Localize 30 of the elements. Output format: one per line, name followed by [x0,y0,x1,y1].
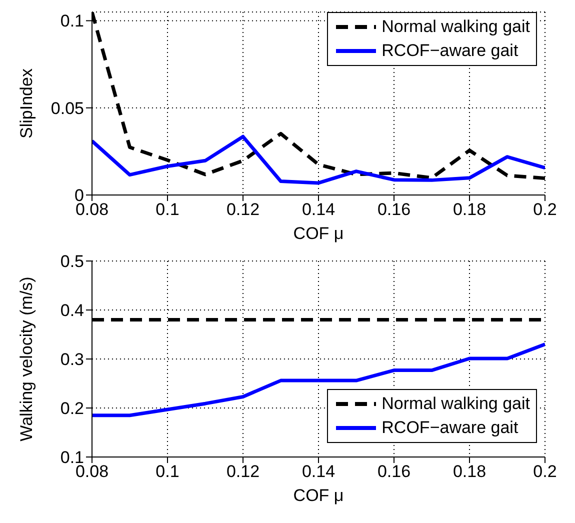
y-axis-title: Walking velocity (m/s) [17,276,36,442]
line-series [92,342,545,418]
x-tick-label: 0.14 [302,462,336,482]
legend-label: Normal walking gait [382,17,530,37]
x-tick-label: 0.14 [302,200,336,220]
x-tick-label: 0.18 [452,200,486,220]
x-tick-label: 0.2 [533,200,557,220]
y-tick-label: 0.1 [60,12,84,31]
legend-label: RCOF−aware gait [382,41,518,61]
x-tick-label: 0.18 [452,462,486,482]
x-axis-title: COF μ [293,486,344,505]
y-axis-title: SlipIndex [17,68,36,138]
y-tick-label: 0.05 [50,98,84,118]
x-tick-label: 0.16 [377,200,411,220]
y-tick-label: 0.5 [60,252,84,272]
legend-label: Normal walking gait [382,394,530,414]
x-tick-label: 0.12 [226,462,260,482]
x-tick-label: 0.2 [533,462,557,482]
line-series [92,134,545,185]
y-tick-label: 0.3 [60,350,84,370]
legend-label: RCOF−aware gait [382,418,518,438]
y-tick-label: 0.4 [60,301,84,320]
x-tick-label: 0.12 [226,200,260,220]
x-tick-label: 0.08 [75,462,109,482]
x-tick-label: 0.16 [377,462,411,482]
x-tick-label: 0.08 [75,200,109,220]
x-tick-label: 0.1 [156,462,180,482]
x-tick-label: 0.1 [156,200,180,220]
y-tick-label: 0.2 [60,399,84,418]
x-axis-title: COF μ [293,224,344,243]
